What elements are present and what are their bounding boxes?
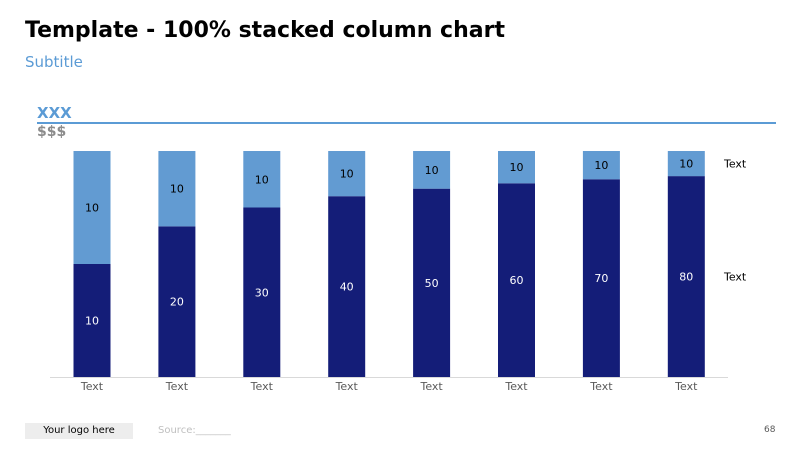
bar-segment-dark <box>243 207 281 377</box>
x-tick-label: Text <box>335 380 359 393</box>
header-divider <box>37 122 776 124</box>
bar-segment-light <box>243 151 281 208</box>
bar-segment-light <box>158 151 196 227</box>
bar-segment-light <box>498 151 535 184</box>
bar-segment-dark <box>667 176 705 377</box>
bar-segment-dark <box>328 196 366 377</box>
x-tick-label: Text <box>674 380 698 393</box>
x-tick-label: Text <box>504 380 528 393</box>
data-label-dark: 50 <box>425 277 439 290</box>
data-label-dark: 70 <box>594 272 608 285</box>
bar-segment-dark <box>498 183 535 377</box>
x-tick-label: Text <box>589 380 613 393</box>
x-tick-label: Text <box>250 380 274 393</box>
x-tick-label: Text <box>419 380 443 393</box>
data-label-dark: 60 <box>510 274 524 287</box>
slide-title: Template - 100% stacked column chart <box>25 18 505 43</box>
logo-placeholder: Your logo here <box>25 423 133 439</box>
source-note: Source:_______ <box>158 425 231 436</box>
data-label-dark: 20 <box>170 296 184 309</box>
unit-label: XXX <box>37 104 72 122</box>
data-label-dark: 80 <box>679 271 693 284</box>
bar-segment-dark <box>413 188 451 377</box>
data-label-light: 10 <box>510 161 524 174</box>
bar-segment-light <box>73 151 111 264</box>
currency-label: $$$ <box>37 124 67 140</box>
data-label-light: 10 <box>340 168 354 181</box>
slide-subtitle: Subtitle <box>25 53 83 71</box>
data-label-light: 10 <box>255 173 269 186</box>
legend-label-light-series: Text <box>723 158 747 171</box>
data-label-dark: 10 <box>85 315 99 328</box>
legend-label-dark-series: Text <box>723 271 747 284</box>
bar-segment-dark <box>158 226 196 377</box>
bar-segment-light <box>582 151 620 180</box>
bar-segment-dark <box>73 264 111 377</box>
bar-segment-dark <box>582 179 620 377</box>
data-label-light: 10 <box>425 164 439 177</box>
x-tick-label: Text <box>165 380 189 393</box>
bar-segment-light <box>413 151 451 189</box>
data-label-light: 10 <box>170 183 184 196</box>
page-number: 68 <box>764 425 776 435</box>
bar-segment-light <box>667 151 705 177</box>
data-label-light: 10 <box>679 158 693 171</box>
data-label-dark: 40 <box>340 281 354 294</box>
data-label-dark: 30 <box>255 286 269 299</box>
bar-segment-light <box>328 151 366 197</box>
x-tick-label: Text <box>80 380 104 393</box>
data-label-light: 10 <box>85 202 99 215</box>
data-label-light: 10 <box>594 159 608 172</box>
